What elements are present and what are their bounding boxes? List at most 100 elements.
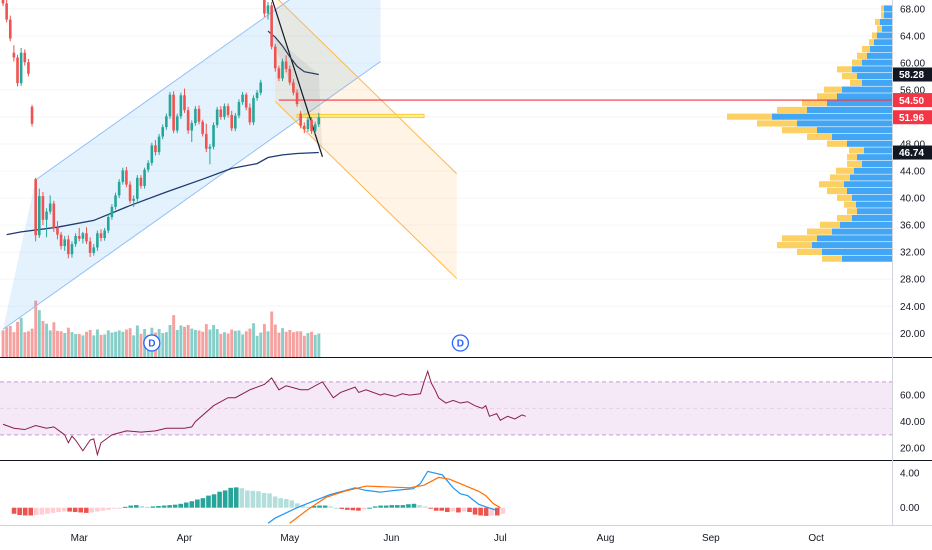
profile-bar-down [881,5,884,12]
macd-histogram-bar [50,507,56,513]
volume-bar [30,328,34,357]
macd-histogram-bar [322,505,328,508]
volume-bar [288,329,292,357]
upward-channel-lower[interactable] [2,61,381,330]
volume-bar [248,328,252,357]
volume-bar [77,334,81,357]
volume-bar [219,334,223,357]
trendline[interactable] [268,0,324,158]
volume-bar [201,331,205,357]
macd-histogram-bar [83,507,89,513]
rsi-band [0,381,892,435]
macd-histogram-bar [461,507,467,512]
downward-channel-upper[interactable] [275,0,458,175]
macd-histogram-bar [339,507,345,509]
macd-histogram-bar [167,505,172,508]
dividend-marker-label[interactable]: D [457,339,464,350]
dividend-marker-icon[interactable] [451,334,470,352]
profile-bar-up [857,208,892,215]
volume-bar [317,333,321,357]
macd-histogram-bar [356,507,361,511]
candle-body [226,106,230,115]
price-tick-label: 32.00 [900,248,925,259]
macd-histogram-bar [45,507,50,514]
profile-bar-up [862,160,892,168]
macd-histogram-bar [494,507,500,516]
candle-body [266,5,270,14]
profile-bar-up [874,39,892,46]
macd-histogram-bar [128,505,134,508]
highlight-zone[interactable] [296,113,425,119]
volume-bar [255,335,259,357]
profile-bar-down [850,79,862,86]
price-tick-label: 36.00 [900,221,925,232]
candle-body [48,203,52,212]
profile-bar-down [830,174,850,181]
candle-body [96,233,99,248]
candle-body [23,52,27,63]
volume-bar [48,330,52,357]
candle-body [27,62,30,74]
profile-bar-up [850,174,892,181]
candle-body [139,177,143,186]
rsi-line [2,369,526,457]
volume-bar [193,329,197,357]
time-scale[interactable]: Mar Apr May Jun Jul Aug Sep Oct [71,533,825,544]
volume-bar [117,330,121,357]
upward-channel-upper[interactable] [35,0,381,181]
profile-bar-up [844,181,892,188]
short-average-line[interactable] [267,30,319,76]
volume-bar [183,326,186,357]
volume-bar [27,331,30,357]
profile-bar-down [837,194,852,201]
volume-bar [132,335,136,357]
candle-body [186,110,190,131]
volume-bar [175,329,179,357]
macd-histogram-bar [206,495,211,508]
profile-bar-down [877,25,882,32]
macd-histogram-bar [489,507,495,516]
profile-bar-down [881,12,884,19]
downward-channel-fill[interactable] [275,0,457,279]
macd-pane [11,470,506,524]
profile-bar-down [777,242,812,249]
candle-body [8,19,12,39]
volume-bar [313,334,317,357]
volume-bar [215,329,219,357]
downward-channel-lower[interactable] [274,101,458,279]
rsi-tick-label: 60.00 [900,391,925,402]
volume-bar [34,300,38,357]
macd-histogram-bar [28,507,34,516]
macd-histogram-bar [34,507,39,516]
rsi-pane [0,369,892,457]
time-tick-label: May [280,533,299,544]
price-tick-label: 64.00 [900,31,925,42]
macd-histogram-bar [406,504,411,508]
volume-bar [5,327,9,357]
macd-histogram-bar [317,505,322,508]
volume-bar [223,332,226,357]
macd-histogram-bar [372,506,378,508]
volume-bar [292,332,295,357]
candle-body [168,94,172,117]
macd-histogram-bar [233,487,239,508]
macd-histogram-bar [367,507,372,509]
macd-histogram-bar [172,504,178,508]
volume-bar [81,335,85,357]
volume-bar [74,334,78,357]
profile-bar-down [844,201,856,208]
price-badge [893,145,932,160]
candle-body [263,0,266,14]
macd-histogram-bar [283,499,289,508]
volume-bar [125,329,128,357]
volume-bar [88,329,92,357]
price-tick-label: 20.00 [900,329,925,340]
candle-body [77,235,81,239]
macd-histogram-bar [67,507,72,512]
rsi-tick-label: 40.00 [900,417,925,428]
dividend-marker-label[interactable]: D [148,339,155,350]
dividend-marker-icon[interactable] [143,334,161,352]
macd-histogram-bar [100,507,106,511]
